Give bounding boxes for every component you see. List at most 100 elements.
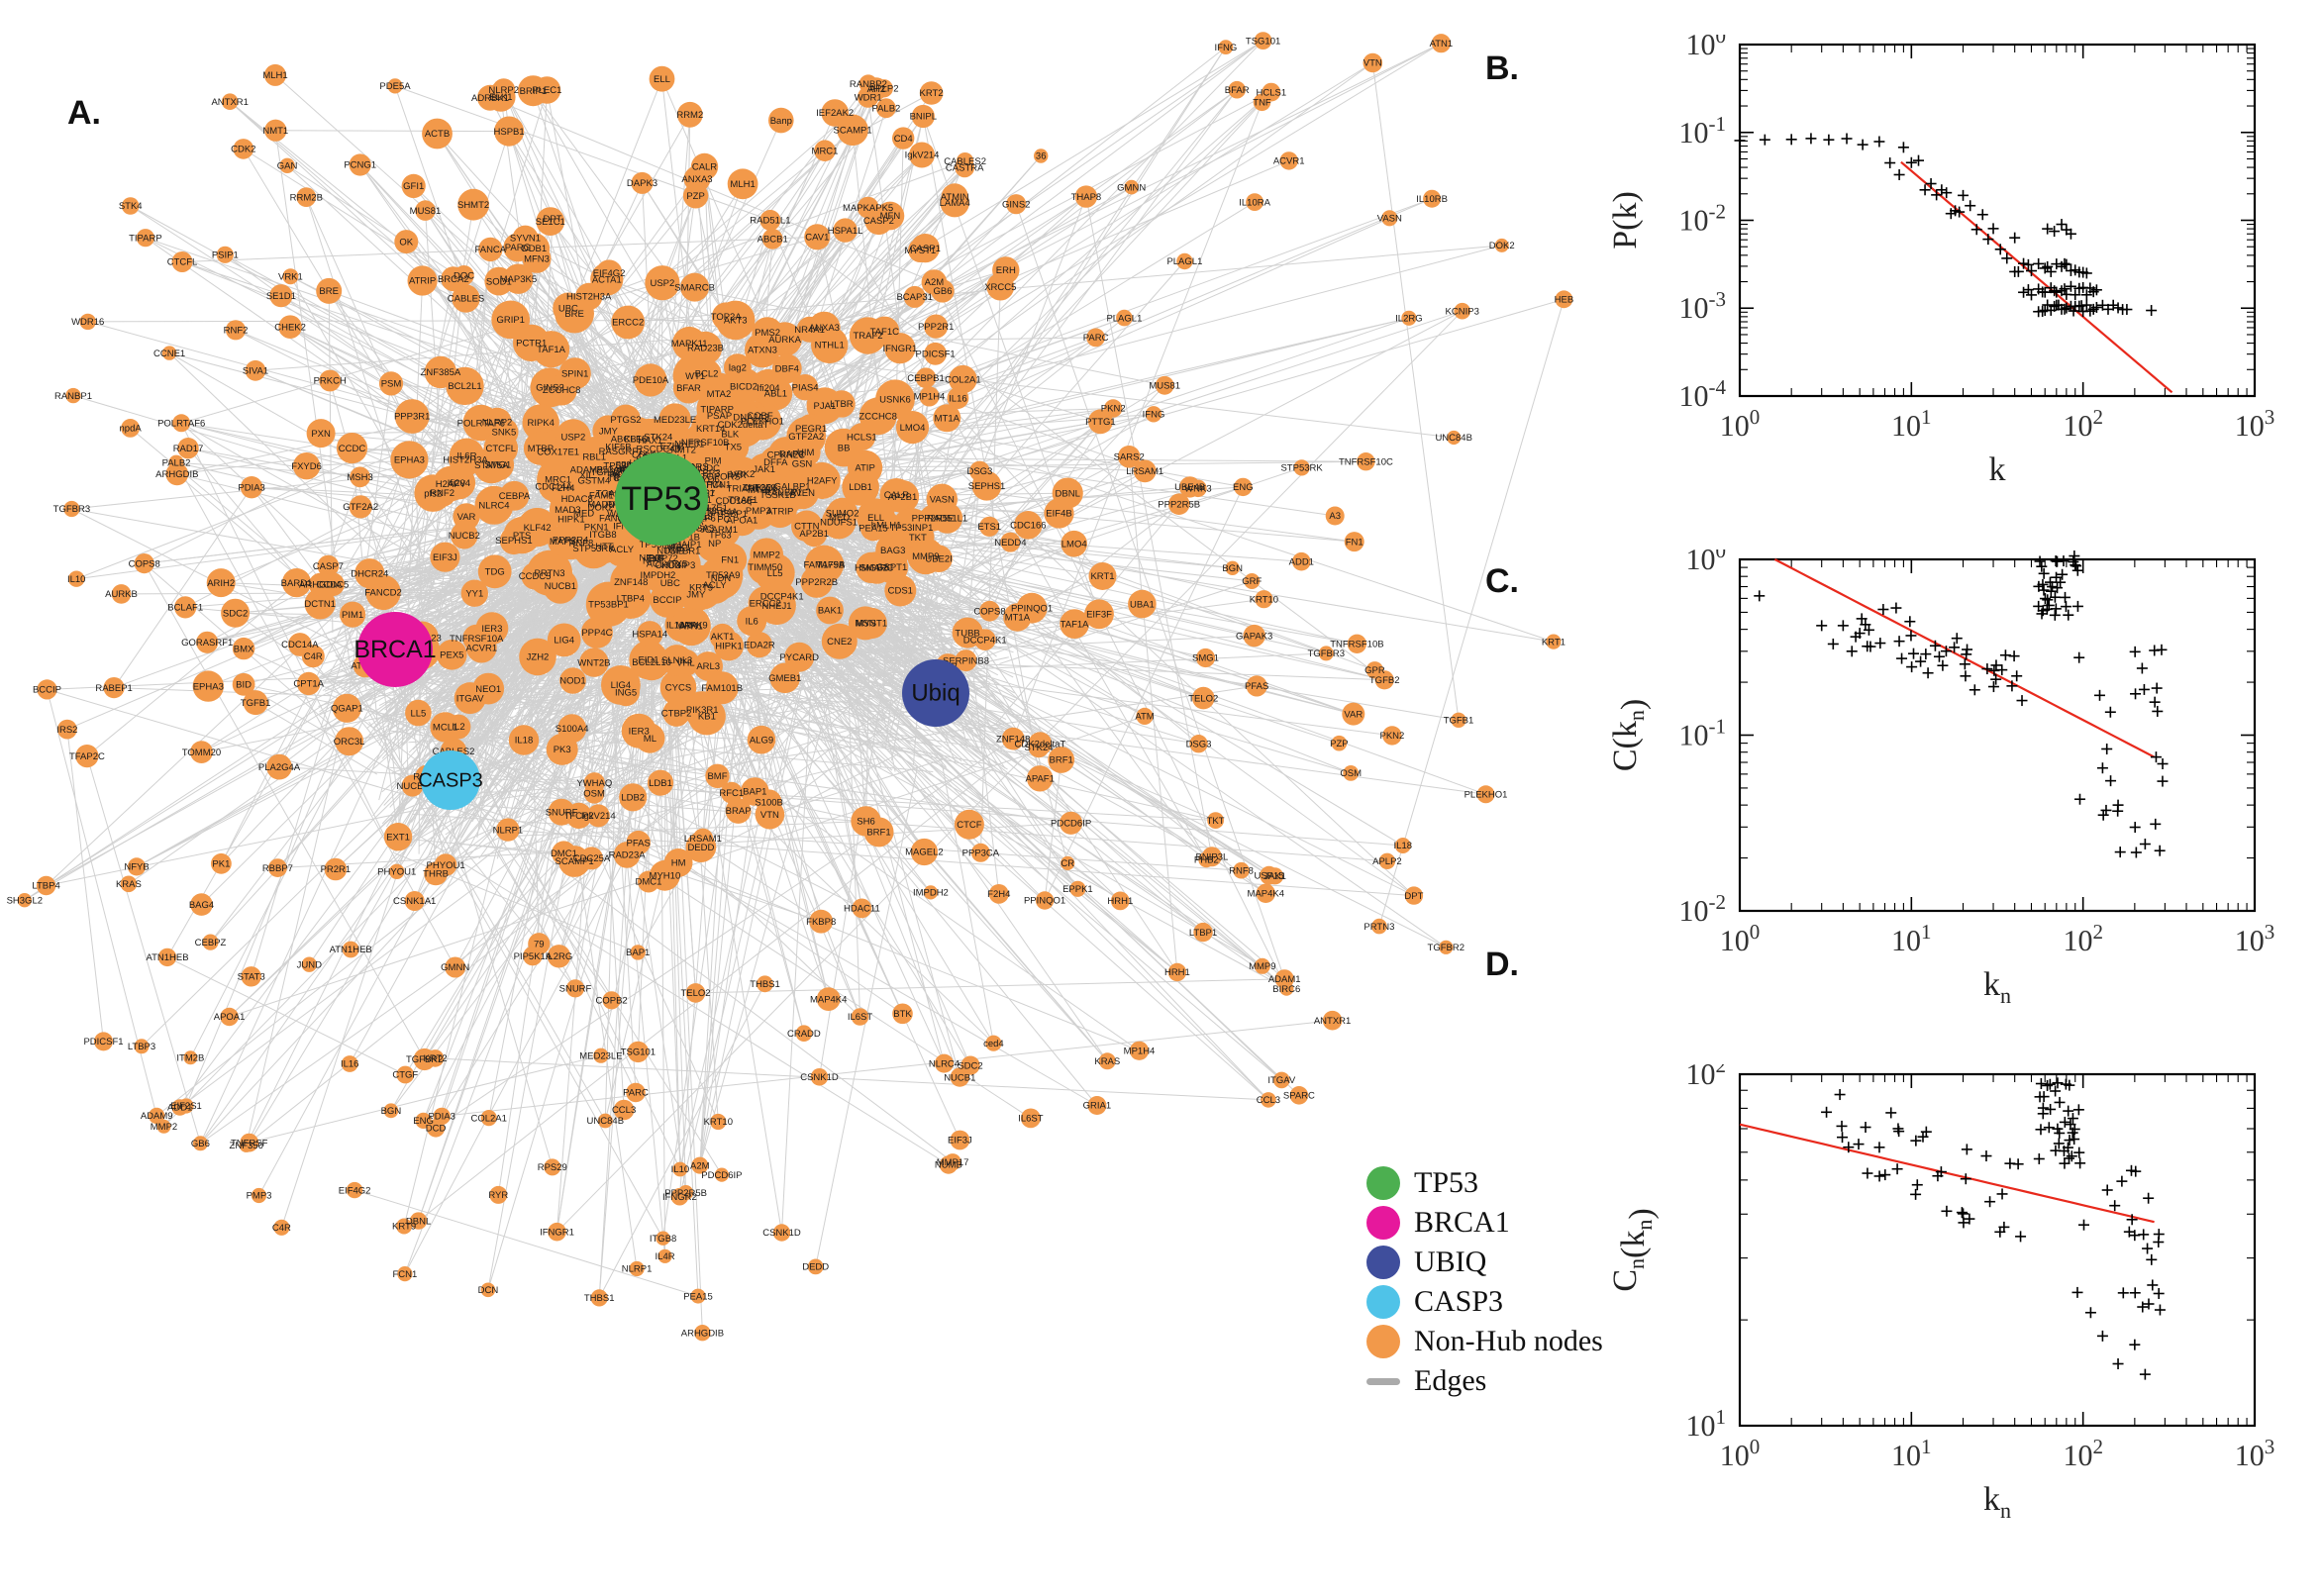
svg-text:CALR: CALR	[884, 490, 909, 501]
svg-text:ELL: ELL	[654, 74, 670, 85]
svg-text:PPINQO1: PPINQO1	[1024, 896, 1065, 907]
svg-text:MYH10: MYH10	[650, 871, 681, 882]
svg-text:Ifi204: Ifi204	[448, 478, 470, 489]
svg-text:BCAP31: BCAP31	[896, 292, 932, 303]
svg-text:WDR1: WDR1	[855, 92, 882, 103]
svg-text:RIPK4: RIPK4	[527, 418, 554, 429]
svg-text:CTBP2: CTBP2	[661, 708, 692, 719]
svg-text:ARIH2: ARIH2	[207, 578, 235, 589]
svg-text:MT1A: MT1A	[935, 414, 960, 425]
svg-text:NLRP1: NLRP1	[493, 825, 524, 836]
svg-text:ZNF148: ZNF148	[996, 734, 1030, 745]
svg-text:SPARC: SPARC	[1283, 1091, 1315, 1102]
svg-text:DSG3: DSG3	[966, 466, 992, 477]
svg-text:IL16: IL16	[341, 1059, 359, 1070]
svg-text:CDK2: CDK2	[231, 145, 255, 155]
svg-text:MSN: MSN	[855, 619, 875, 630]
svg-text:ATXN3: ATXN3	[748, 346, 777, 356]
svg-text:GFI1: GFI1	[403, 181, 424, 192]
svg-text:ANTXR1: ANTXR1	[1314, 1016, 1351, 1027]
svg-text:LTBP4: LTBP4	[617, 593, 645, 604]
svg-text:TAF1A: TAF1A	[537, 345, 566, 355]
svg-text:Ubiq: Ubiq	[911, 680, 960, 707]
svg-text:DBNL: DBNL	[406, 1216, 431, 1227]
svg-text:TGFBR2: TGFBR2	[1428, 943, 1464, 953]
svg-text:WT1: WT1	[685, 371, 705, 382]
svg-text:TAF1A: TAF1A	[1060, 619, 1090, 630]
svg-text:F2H4: F2H4	[552, 483, 574, 494]
svg-text:102: 102	[1686, 1064, 1727, 1091]
svg-text:lag2: lag2	[729, 362, 747, 373]
svg-text:IL18: IL18	[1394, 841, 1413, 851]
svg-text:10-2: 10-2	[1679, 200, 1727, 238]
svg-text:IL16: IL16	[949, 393, 967, 404]
svg-text:CCL3: CCL3	[1257, 1095, 1280, 1106]
svg-text:FXYD6: FXYD6	[291, 461, 322, 472]
svg-text:PLAGL1: PLAGL1	[1166, 256, 1202, 267]
svg-text:GAPAK3: GAPAK3	[1236, 631, 1272, 642]
svg-text:NLRC4: NLRC4	[478, 501, 509, 512]
svg-text:NTHL1: NTHL1	[815, 341, 845, 351]
svg-text:NUCB1: NUCB1	[545, 581, 576, 592]
svg-text:MAPKAPK5: MAPKAPK5	[843, 203, 893, 214]
svg-text:TGFB2: TGFB2	[1369, 675, 1400, 686]
svg-text:JAK1: JAK1	[753, 464, 775, 475]
svg-text:COPB2: COPB2	[595, 996, 627, 1007]
svg-text:MUS81: MUS81	[410, 206, 442, 217]
svg-text:SE1D1: SE1D1	[266, 291, 296, 302]
svg-text:FKBP8: FKBP8	[806, 917, 836, 928]
svg-text:PPP2R5B: PPP2R5B	[664, 1188, 707, 1199]
svg-text:ATN1HEB: ATN1HEB	[146, 952, 188, 963]
svg-text:BRE: BRE	[564, 309, 584, 320]
svg-text:WDR16: WDR16	[71, 317, 104, 328]
svg-text:CSNK1D: CSNK1D	[800, 1072, 839, 1083]
svg-text:10-3: 10-3	[1679, 287, 1727, 325]
svg-text:WNT2B: WNT2B	[577, 657, 610, 668]
svg-text:MLH1: MLH1	[730, 179, 755, 190]
svg-text:COL2A1: COL2A1	[470, 1113, 506, 1124]
svg-text:IFNG: IFNG	[1143, 410, 1165, 421]
svg-text:CYCS: CYCS	[665, 683, 691, 694]
svg-text:SARS2: SARS2	[1114, 452, 1145, 463]
svg-text:KRT10: KRT10	[704, 1117, 733, 1128]
svg-text:JZH2: JZH2	[527, 652, 550, 663]
svg-text:PDICSF1: PDICSF1	[83, 1037, 123, 1047]
svg-text:EID1: EID1	[638, 655, 658, 666]
svg-text:FANCD2: FANCD2	[364, 588, 401, 599]
svg-text:TNF: TNF	[1253, 98, 1271, 109]
svg-text:IL10RB: IL10RB	[1416, 194, 1448, 205]
svg-text:SHMT2: SHMT2	[457, 200, 489, 211]
svg-text:IFNGR1: IFNGR1	[540, 1227, 574, 1238]
svg-text:UNC84B: UNC84B	[587, 1116, 625, 1127]
svg-text:BCCIP: BCCIP	[653, 595, 681, 606]
svg-text:RANBP1: RANBP1	[54, 391, 92, 402]
svg-text:ACVR1: ACVR1	[465, 643, 497, 653]
svg-text:BCCIP: BCCIP	[33, 685, 61, 696]
svg-text:KRT2: KRT2	[920, 88, 944, 99]
svg-text:PSM: PSM	[381, 379, 402, 390]
svg-text:100: 100	[1720, 405, 1761, 443]
svg-text:MP1H4: MP1H4	[914, 392, 946, 403]
svg-text:RAD23A: RAD23A	[609, 850, 647, 861]
svg-text:RNF8: RNF8	[1229, 865, 1254, 876]
svg-text:GB6: GB6	[191, 1139, 210, 1149]
svg-text:EPHA3: EPHA3	[394, 455, 425, 466]
svg-text:PFAS: PFAS	[627, 838, 651, 848]
svg-text:79: 79	[534, 939, 545, 949]
svg-text:PPP2R2B: PPP2R2B	[795, 577, 838, 588]
svg-text:NDUFS1: NDUFS1	[820, 517, 858, 528]
svg-text:NFYB: NFYB	[124, 862, 149, 873]
svg-text:BTK: BTK	[893, 1009, 912, 1020]
svg-text:CEBPZ: CEBPZ	[195, 938, 227, 948]
svg-text:TGFBR3: TGFBR3	[1308, 648, 1345, 659]
svg-text:TNFRSF10C: TNFRSF10C	[1339, 456, 1393, 467]
svg-text:FN1: FN1	[1346, 537, 1364, 548]
svg-text:100: 100	[1720, 920, 1761, 957]
svg-text:ACTB: ACTB	[425, 129, 450, 140]
svg-text:IER3: IER3	[481, 624, 502, 635]
svg-text:ATN1: ATN1	[1430, 39, 1454, 50]
svg-text:IL2RG: IL2RG	[546, 951, 572, 962]
svg-text:LMO4: LMO4	[900, 423, 926, 434]
svg-text:IRS2: IRS2	[56, 725, 77, 736]
svg-text:PSIP1: PSIP1	[212, 250, 239, 261]
